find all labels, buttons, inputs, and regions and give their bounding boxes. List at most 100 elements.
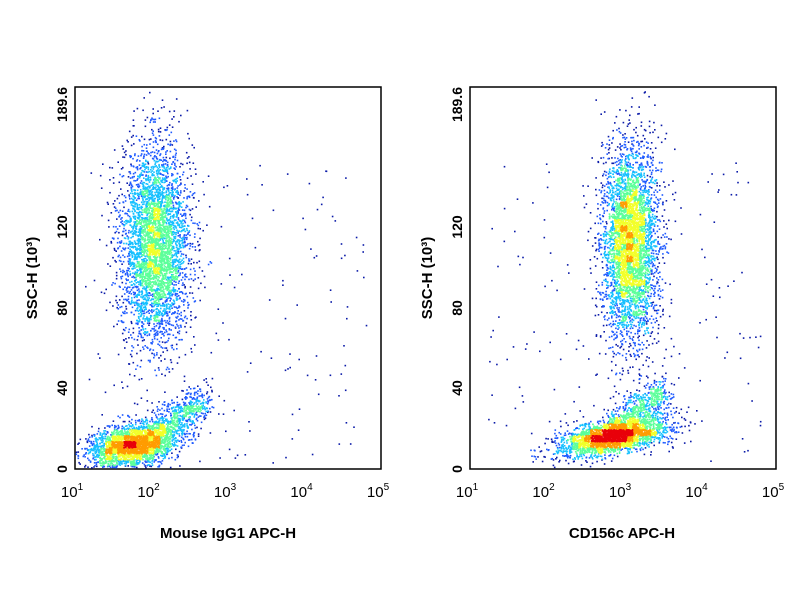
event-point — [164, 331, 166, 334]
event-point — [148, 464, 151, 466]
event-point — [161, 293, 163, 295]
event-point — [308, 182, 311, 185]
event-point — [137, 462, 139, 465]
event-point — [136, 107, 139, 110]
event-point — [153, 183, 155, 186]
event-point — [141, 261, 144, 263]
event-point — [141, 206, 143, 209]
event-point — [209, 407, 211, 410]
event-point — [338, 395, 340, 397]
event-point — [183, 310, 186, 312]
event-point — [168, 306, 171, 308]
event-point — [154, 459, 156, 461]
event-point — [169, 199, 172, 201]
event-point — [113, 237, 115, 240]
event-point — [157, 289, 159, 291]
event-point — [140, 270, 142, 272]
event-point — [138, 299, 140, 301]
event-point — [131, 465, 133, 468]
event-point — [134, 191, 136, 194]
event-point — [159, 183, 162, 185]
event-point — [130, 300, 133, 303]
event-point — [166, 277, 169, 279]
event-point — [153, 309, 155, 311]
event-point — [132, 205, 135, 207]
event-point — [196, 426, 198, 429]
event-point — [160, 298, 163, 300]
event-point — [178, 330, 181, 332]
event-point — [104, 435, 107, 438]
event-point — [167, 197, 170, 199]
event-point — [121, 281, 124, 284]
event-point — [140, 425, 143, 427]
event-point — [141, 209, 144, 211]
event-point — [329, 374, 332, 377]
event-point — [154, 314, 156, 317]
event-point — [96, 438, 98, 440]
event-point — [205, 407, 207, 410]
event-point — [145, 218, 147, 220]
event-point — [161, 403, 164, 406]
event-point — [171, 368, 174, 370]
event-point — [200, 395, 202, 397]
event-point — [113, 325, 115, 328]
event-point — [114, 207, 117, 210]
event-point — [135, 184, 138, 186]
event-point — [166, 211, 168, 213]
event-point — [137, 315, 140, 318]
event-point — [86, 441, 89, 444]
event-point — [149, 212, 151, 214]
event-point — [152, 456, 155, 459]
event-point — [118, 299, 121, 301]
event-point — [162, 448, 165, 450]
event-point — [136, 289, 139, 292]
event-point — [191, 398, 194, 400]
event-point — [175, 139, 177, 141]
event-point — [137, 239, 140, 241]
event-point — [158, 302, 160, 305]
event-point — [137, 197, 139, 200]
event-point — [162, 156, 165, 159]
event-point — [125, 327, 127, 329]
event-point — [147, 285, 150, 288]
event-point — [163, 308, 165, 310]
event-point — [169, 403, 171, 406]
event-point — [174, 241, 177, 243]
event-point — [123, 221, 126, 223]
event-point — [147, 320, 150, 322]
event-point — [92, 452, 94, 455]
event-point — [105, 438, 108, 440]
event-point — [144, 255, 146, 258]
event-point — [158, 357, 160, 359]
event-point — [77, 457, 80, 460]
event-point — [169, 215, 172, 218]
event-point — [182, 257, 185, 260]
event-point — [160, 205, 162, 208]
event-point — [203, 418, 206, 421]
event-point — [139, 332, 141, 335]
event-point — [207, 175, 210, 177]
event-point — [166, 204, 168, 207]
event-point — [178, 242, 180, 245]
event-point — [179, 219, 181, 222]
event-point — [136, 260, 139, 263]
event-point — [162, 309, 165, 312]
event-point — [167, 444, 169, 446]
event-point — [153, 177, 156, 180]
event-point — [177, 248, 179, 250]
event-point — [119, 245, 121, 248]
event-point — [141, 254, 144, 256]
event-point — [179, 427, 181, 430]
event-point — [155, 172, 158, 174]
event-point — [135, 322, 137, 325]
event-point — [195, 418, 198, 421]
event-point — [103, 465, 106, 468]
event-point — [140, 244, 142, 246]
event-point — [134, 257, 136, 260]
event-point — [146, 205, 148, 208]
event-point — [182, 245, 185, 248]
event-point — [174, 258, 176, 261]
event-point — [175, 409, 177, 411]
event-point — [148, 170, 150, 173]
event-point — [115, 295, 118, 298]
